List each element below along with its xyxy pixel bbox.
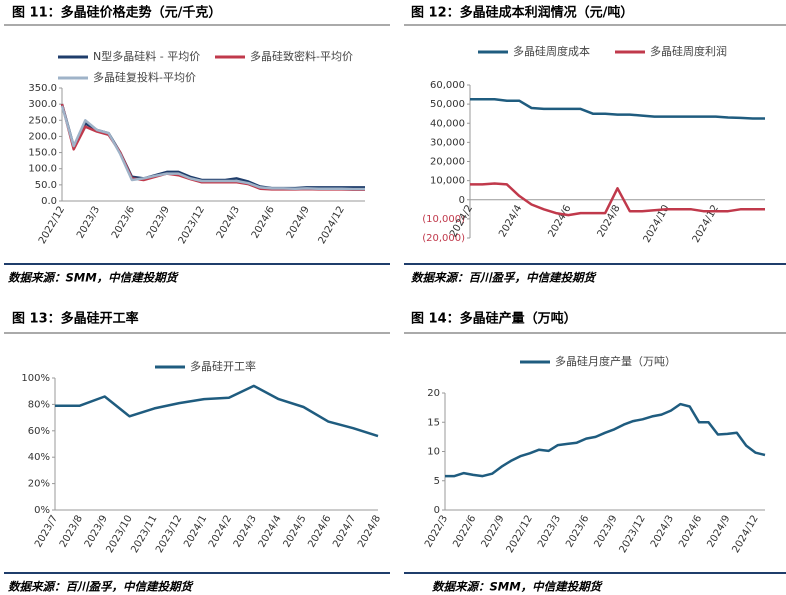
y-tick-label: 50.0 xyxy=(35,180,57,191)
series-line xyxy=(55,384,379,438)
y-tick-label: (20,000) xyxy=(422,233,465,244)
x-tick-label: 2023/12 xyxy=(177,205,207,246)
x-tick-label: 2023/7 xyxy=(33,514,60,550)
figure-title: 图 13：多晶硅开工率 xyxy=(12,311,139,327)
y-tick-label: 250.0 xyxy=(28,115,57,126)
x-tick-label: 2024/6 xyxy=(250,205,277,241)
x-tick-label: 2024/3 xyxy=(215,204,242,240)
y-tick-label: 150.0 xyxy=(28,148,57,159)
figure-source: 数据来源：百川盈孚，中信建投期货 xyxy=(8,580,194,594)
x-tick-label: 2023/8 xyxy=(58,514,85,550)
x-tick-label: 2023/3 xyxy=(75,205,102,241)
series-line xyxy=(470,182,765,217)
figure-title: 图 11：多晶硅价格走势（元/千克） xyxy=(12,5,221,21)
figure-title: 图 12：多晶硅成本利润情况（元/吨） xyxy=(411,5,633,21)
x-tick-label: 2024/6 xyxy=(677,514,704,550)
x-tick-label: 2023/6 xyxy=(564,514,591,550)
x-tick-label: 2024/5 xyxy=(282,514,309,550)
y-tick-label: 10,000 xyxy=(430,176,465,187)
legend-label: 多晶硅复投料-平均价 xyxy=(93,70,196,84)
figure-source: 数据来源：SMM，中信建投期货 xyxy=(8,271,180,285)
x-tick-label: 2024/9 xyxy=(705,514,732,550)
figure-title: 图 14：多晶硅产量（万吨） xyxy=(411,311,577,327)
y-tick-label: 200.0 xyxy=(28,131,57,142)
y-tick-label: 80% xyxy=(28,399,50,410)
x-tick-label: 2024/2 xyxy=(207,514,234,550)
x-tick-label: 2024/7 xyxy=(331,514,358,550)
x-tick-label: 2024/3 xyxy=(649,514,676,550)
series-line xyxy=(60,105,365,191)
y-tick-label: 40,000 xyxy=(430,118,465,129)
legend-label: 多晶硅致密料-平均价 xyxy=(250,49,353,63)
y-tick-label: 350.0 xyxy=(28,83,57,94)
x-tick-label: 2022/12 xyxy=(505,514,535,555)
x-tick-label: 2023/9 xyxy=(83,514,110,550)
y-tick-label: 40% xyxy=(28,452,50,463)
y-tick-label: 20,000 xyxy=(430,157,465,168)
y-tick-label: 0% xyxy=(34,505,50,516)
x-tick-label: 2024/8 xyxy=(356,514,383,550)
x-tick-label: 2023/9 xyxy=(145,205,172,241)
y-tick-label: (10,000) xyxy=(422,214,465,225)
figure-source: 数据来源：百川盈孚，中信建投期货 xyxy=(411,271,597,285)
y-tick-label: 20 xyxy=(427,388,440,399)
legend-label: 多晶硅周度成本 xyxy=(513,44,590,58)
x-tick-label: 2023/9 xyxy=(592,514,619,550)
x-tick-label: 2024/6 xyxy=(546,203,573,239)
x-tick-label: 2022/12 xyxy=(37,205,67,246)
x-tick-label: 2024/3 xyxy=(232,514,259,550)
y-tick-label: 100% xyxy=(21,373,50,384)
y-tick-label: 15 xyxy=(427,417,440,428)
y-tick-label: 0.0 xyxy=(41,196,57,207)
y-tick-label: 300.0 xyxy=(28,99,57,110)
y-tick-label: 0 xyxy=(459,195,465,206)
y-tick-label: 0 xyxy=(434,505,440,516)
legend-label: N型多晶硅料 - 平均价 xyxy=(93,49,200,63)
x-tick-label: 2024/4 xyxy=(257,514,284,550)
series-line xyxy=(445,402,766,478)
legend-label: 多晶硅开工率 xyxy=(190,359,256,373)
x-tick-label: 2024/6 xyxy=(306,514,333,550)
legend-label: 多晶硅月度产量（万吨） xyxy=(555,354,676,368)
x-tick-label: 2024/12 xyxy=(317,205,347,246)
x-tick-label: 2023/12 xyxy=(618,514,648,555)
x-tick-label: 2023/3 xyxy=(536,514,563,550)
y-tick-label: 50,000 xyxy=(430,99,465,110)
x-tick-label: 2024/4 xyxy=(497,203,524,239)
y-tick-label: 10 xyxy=(427,447,440,458)
x-tick-label: 2024/8 xyxy=(596,203,623,239)
legend-label: 多晶硅周度利润 xyxy=(650,44,727,58)
x-tick-label: 2022/3 xyxy=(423,514,450,550)
figure-source: 数据来源：SMM，中信建投期货 xyxy=(432,580,604,594)
y-tick-label: 20% xyxy=(28,479,50,490)
y-tick-label: 60% xyxy=(28,426,50,437)
series-line xyxy=(60,103,365,191)
series-line xyxy=(470,98,765,120)
x-tick-label: 2024/1 xyxy=(182,514,209,550)
y-tick-label: 30,000 xyxy=(430,137,465,148)
x-tick-label: 2022/6 xyxy=(451,514,478,550)
y-tick-label: 60,000 xyxy=(430,80,465,91)
x-tick-label: 2024/9 xyxy=(285,205,312,241)
series-line xyxy=(60,103,365,190)
y-tick-label: 5 xyxy=(434,476,440,487)
x-tick-label: 2024/12 xyxy=(730,514,760,555)
y-tick-label: 100.0 xyxy=(28,164,57,175)
x-tick-label: 2023/6 xyxy=(110,205,137,241)
x-tick-label: 2022/9 xyxy=(480,514,507,550)
